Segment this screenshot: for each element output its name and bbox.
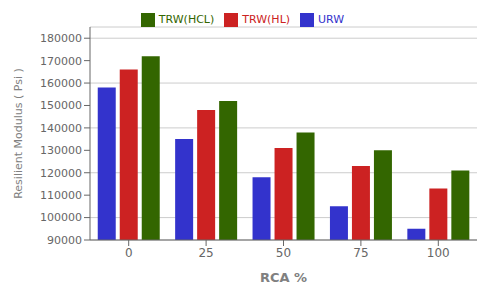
html-text:TRW(HL): TRW(HL) (242, 13, 291, 26)
svg-text:130000: 130000 (40, 144, 82, 157)
svg-text:0: 0 (125, 246, 133, 260)
svg-text:150000: 150000 (40, 99, 82, 112)
svg-text:100000: 100000 (40, 211, 82, 224)
svg-text:100: 100 (427, 246, 450, 260)
svg-text:25: 25 (198, 246, 213, 260)
svg-text:75: 75 (353, 246, 368, 260)
svg-text:180000: 180000 (40, 32, 82, 45)
svg-text:Resilient Modulus ( Psi ): Resilient Modulus ( Psi ) (12, 68, 25, 199)
svg-text:120000: 120000 (40, 167, 82, 180)
svg-text:90000: 90000 (47, 234, 82, 247)
svg-text:50: 50 (276, 246, 291, 260)
svg-text:110000: 110000 (40, 189, 82, 202)
svg-text:160000: 160000 (40, 77, 82, 90)
html-text:URW: URW (318, 13, 345, 26)
svg-text:140000: 140000 (40, 122, 82, 135)
svg-text:RCA %: RCA % (260, 270, 307, 285)
svg-text:170000: 170000 (40, 55, 82, 68)
html-text:TRW(HCL): TRW(HCL) (158, 13, 215, 26)
